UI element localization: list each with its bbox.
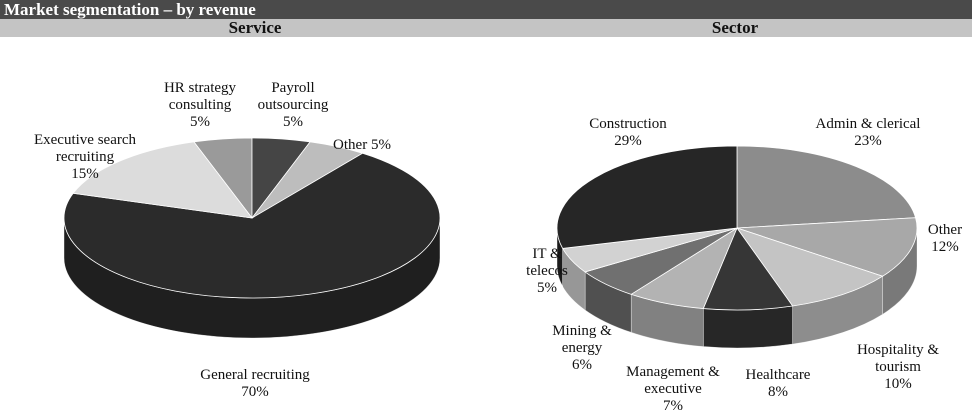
- category-label: HR strategy consulting: [163, 80, 237, 113]
- title-band: [0, 19, 972, 37]
- slice-top: [735, 227, 884, 307]
- slice-top: [63, 152, 441, 299]
- pie-slice: [63, 152, 441, 339]
- slice-label: Healthcare 8%: [733, 367, 823, 401]
- pie-slice: [72, 141, 253, 219]
- slice-label: Executive search recruiting 15%: [18, 132, 153, 183]
- slice-label: Management & executive 7%: [623, 364, 723, 415]
- pie-slice: [736, 217, 918, 315]
- category-label: Other: [927, 222, 963, 238]
- pie-slice: [702, 227, 794, 349]
- slice-label: Hospitality & tourism 10%: [853, 342, 943, 393]
- value-label: 70%: [241, 384, 269, 400]
- pie-slice: [630, 226, 738, 347]
- category-label: Hospitality & tourism: [856, 342, 940, 375]
- slice-top: [736, 217, 918, 277]
- slice-label: Admin & clerical 23%: [793, 116, 943, 150]
- slice-shade: [64, 218, 440, 338]
- category-label: Healthcare: [745, 367, 811, 383]
- pie-slice: [562, 227, 738, 311]
- category-label: Admin & clerical: [815, 116, 921, 132]
- category-label: Payroll outsourcing: [257, 80, 329, 113]
- pie-slice: [584, 227, 738, 333]
- category-label: Construction: [589, 116, 667, 132]
- category-label: Mining & energy: [552, 323, 612, 356]
- slice-label: HR strategy consulting 5%: [150, 80, 250, 131]
- value-label: 10%: [884, 376, 912, 392]
- category-label: Other: [333, 137, 368, 153]
- slice-label: IT & telecos 5%: [522, 246, 572, 297]
- slice-shade: [585, 271, 632, 333]
- slice-top: [702, 227, 794, 311]
- slice-shade: [557, 228, 563, 287]
- value-label: 5%: [190, 114, 210, 130]
- chart-title: Sector: [711, 18, 759, 37]
- category-label: General recruiting: [200, 367, 310, 383]
- slice-top: [736, 145, 917, 229]
- slice-label: Other 12%: [920, 222, 970, 256]
- value-label: 8%: [768, 384, 788, 400]
- slice-shade: [703, 305, 793, 348]
- slice-shade: [792, 276, 883, 344]
- slice-top: [72, 141, 253, 219]
- slice-top: [556, 145, 738, 249]
- value-label: 5%: [370, 137, 391, 153]
- pie-slice: [736, 145, 917, 229]
- category-label: IT & telecos: [526, 246, 568, 279]
- slice-label: General recruiting 70%: [155, 367, 355, 401]
- pie-slice: [735, 227, 884, 345]
- value-label: 5%: [537, 280, 557, 296]
- value-label: 6%: [572, 357, 592, 373]
- slice-label: Construction 29%: [568, 116, 688, 150]
- chart-title: Service: [228, 18, 282, 37]
- slice-label: Mining & energy 6%: [547, 323, 617, 374]
- slice-label: Payroll outsourcing 5%: [253, 80, 333, 131]
- slice-shade: [562, 248, 586, 310]
- pie-slice: [556, 145, 738, 288]
- slice-label: Other 5%: [317, 137, 407, 154]
- value-label: 5%: [283, 114, 303, 130]
- slice-shade: [631, 294, 704, 347]
- value-label: 7%: [663, 398, 683, 414]
- value-label: 15%: [71, 166, 99, 182]
- category-label: Management & executive: [626, 364, 720, 397]
- slice-shade: [882, 228, 918, 315]
- category-label: Executive search recruiting: [33, 132, 137, 165]
- value-label: 12%: [931, 239, 959, 255]
- value-label: 29%: [614, 133, 642, 149]
- page-title: Market segmentation – by revenue: [0, 0, 972, 19]
- value-label: 23%: [854, 133, 882, 149]
